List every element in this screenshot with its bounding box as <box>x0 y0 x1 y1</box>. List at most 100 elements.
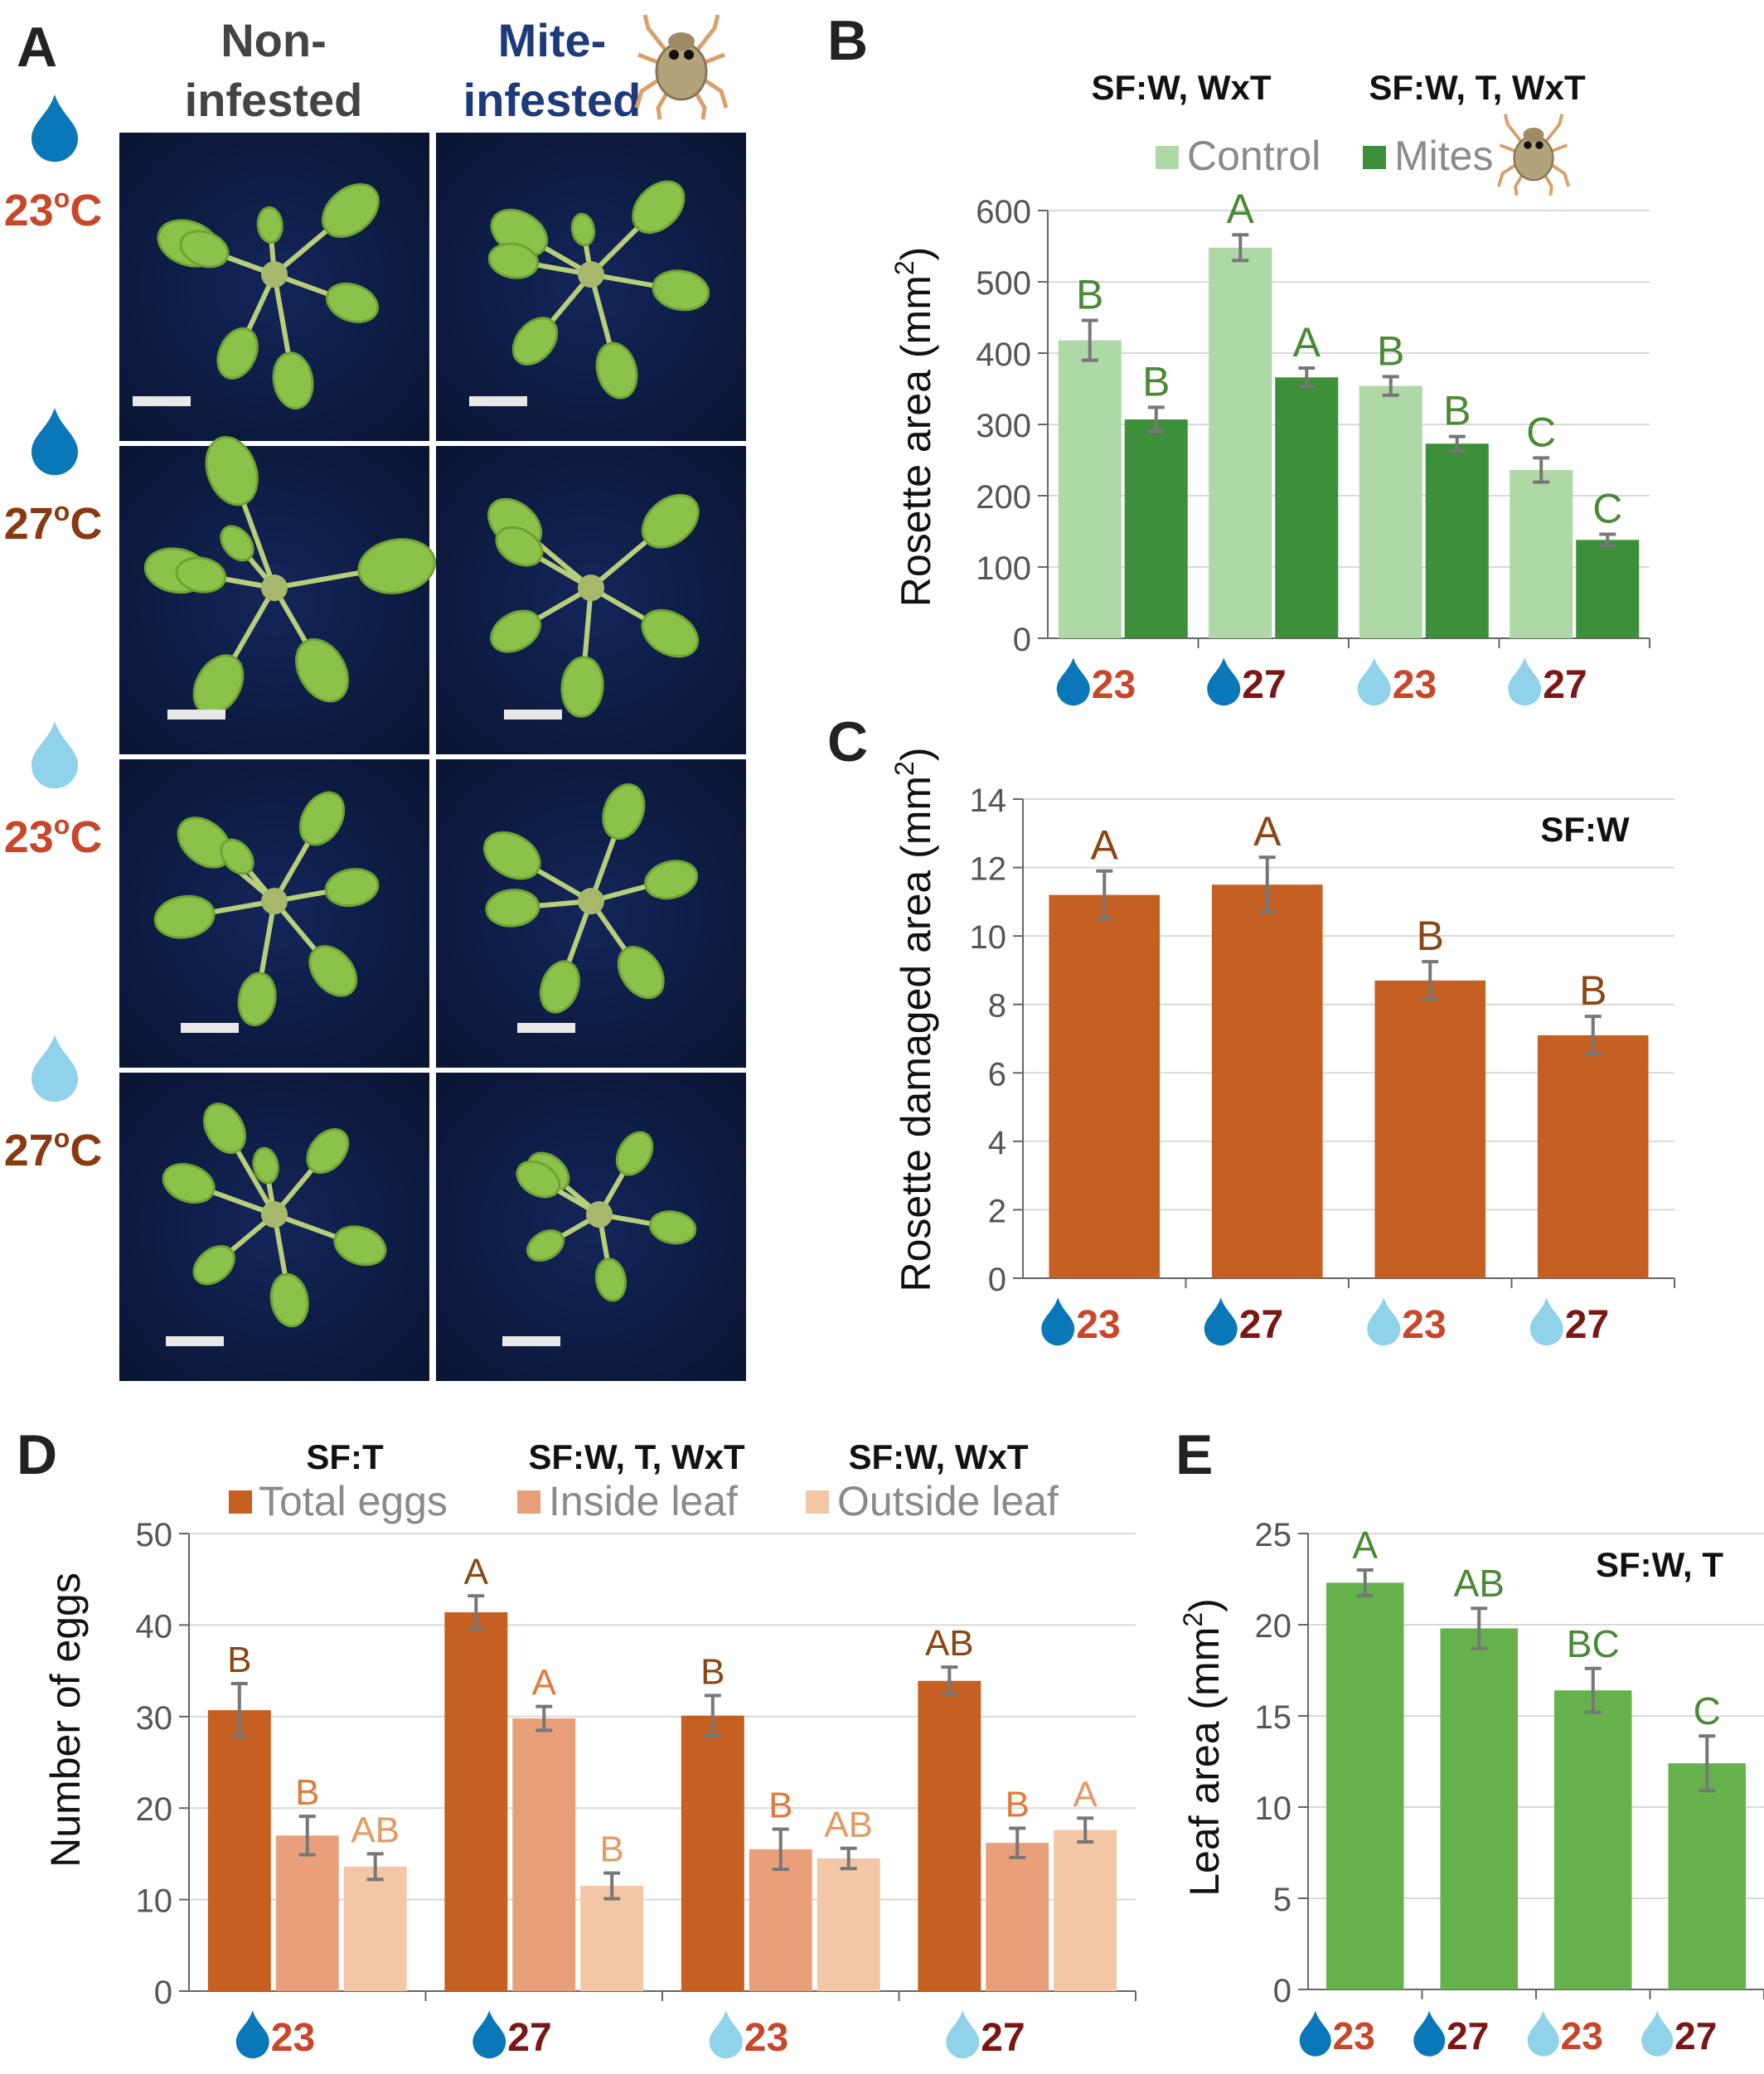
leaf <box>192 1245 235 1286</box>
significance-letter: A <box>1091 822 1119 869</box>
water-drop-dark-icon <box>1041 1297 1075 1346</box>
y-tick-label: 0 <box>1273 1973 1292 2009</box>
leaf <box>237 972 277 1027</box>
significance-letter: B <box>1076 271 1103 317</box>
x-tick-label: 23 <box>1299 2010 1375 2057</box>
rosette-center <box>261 261 288 288</box>
legend-swatch-inside-leaf <box>517 1490 540 1514</box>
y-tick-label: 400 <box>976 337 1031 373</box>
y-tick-label: 0 <box>988 1262 1006 1298</box>
x-tick-label: 27 <box>1641 2010 1717 2057</box>
x-tick-temperature: 23 <box>1076 1303 1120 1347</box>
leaf <box>641 608 700 658</box>
water-drop-dark-icon <box>1413 2010 1446 2057</box>
row-label-3: 23oC <box>4 721 102 862</box>
x-tick-temperature: 23 <box>1393 663 1437 707</box>
significance-letter: C <box>1526 409 1556 455</box>
x-tick-temperature: 23 <box>1402 1303 1446 1347</box>
panel-e: E SF:W, T Leaf area (mm2) 0 5 10 15 20 25 A 23 A… <box>1175 1423 1764 2057</box>
panel-label-b: B <box>827 9 868 72</box>
photo-2-non-infested <box>119 435 437 754</box>
scale-bar <box>504 710 562 720</box>
legend-swatch-control <box>1156 146 1179 169</box>
y-tick-label: 200 <box>976 479 1031 516</box>
row-label-2: 27oC <box>4 408 102 549</box>
x-tick-temperature: 23 <box>1333 2014 1375 2057</box>
significance-letter: AB <box>925 1623 974 1664</box>
leaf <box>490 609 541 653</box>
significance-letter: C <box>1592 485 1622 531</box>
petiole <box>240 497 277 589</box>
x-tick-label: 23 <box>1056 657 1136 707</box>
photo-3-non-infested <box>119 759 429 1068</box>
col-header-non-infested-line1: Non- <box>220 14 327 66</box>
scale-bar <box>133 396 191 406</box>
significance-letter: B <box>600 1829 624 1870</box>
bar <box>1058 340 1122 638</box>
y-tick-label: 4 <box>988 1125 1006 1161</box>
significance-letter: AB <box>824 1805 873 1845</box>
significance-letter: A <box>1227 186 1255 232</box>
x-tick-label: 27 <box>946 2010 1025 2060</box>
significance-letter: B <box>1417 913 1444 959</box>
leaf <box>652 269 710 312</box>
legend-label-total-eggs: Total eggs <box>259 1478 448 1524</box>
leaf <box>570 212 596 247</box>
rosette-center <box>578 261 604 288</box>
x-tick-label: 27 <box>1413 2010 1489 2057</box>
stats-b-2: SF:W, T, WxT <box>1369 68 1586 107</box>
bar <box>1209 247 1272 638</box>
y-tick-label: 20 <box>136 1791 173 1828</box>
bar <box>681 1715 744 1991</box>
leaf <box>615 1131 654 1176</box>
y-tick-label: 10 <box>970 919 1007 956</box>
x-tick-label: 27 <box>472 2010 552 2060</box>
bar <box>1211 884 1323 1278</box>
y-tick-label: 600 <box>976 194 1031 230</box>
bar <box>343 1866 407 1991</box>
leaf <box>308 945 358 997</box>
panel-a: A Non- infested Mite- infested 23oC 27oC 2… <box>4 14 746 1381</box>
y-tick-label: 10 <box>136 1883 173 1920</box>
bar <box>1275 377 1339 638</box>
temperature-label: 23oC <box>4 183 103 235</box>
bar <box>275 1835 339 1991</box>
bar <box>1576 540 1640 638</box>
legend-label-control: Control <box>1187 133 1321 179</box>
leaf <box>269 1272 309 1328</box>
water-drop-light-icon <box>32 721 78 789</box>
col-header-mite-infested-line2: infested <box>463 74 642 126</box>
panel-label-c: C <box>827 710 868 773</box>
leaf <box>649 1210 697 1245</box>
bar <box>1359 385 1422 638</box>
photo-1-mite-infested <box>436 133 746 441</box>
significance-letter: B <box>768 1786 792 1826</box>
bar <box>1425 443 1489 638</box>
y-tick-label: 0 <box>1013 622 1031 658</box>
leaf <box>205 435 259 506</box>
water-drop-light-icon <box>1641 2010 1674 2057</box>
leaf <box>357 538 437 594</box>
x-tick-temperature: 23 <box>1561 2014 1603 2057</box>
scale-bar <box>181 1023 239 1033</box>
significance-letter: BC <box>1567 1622 1620 1665</box>
photo-2-mite-infested <box>436 446 746 754</box>
bar <box>1440 1628 1518 1989</box>
significance-letter: AB <box>351 1810 400 1850</box>
bar <box>817 1858 880 1991</box>
water-drop-light-icon <box>946 2010 980 2059</box>
y-tick-label: 40 <box>136 1608 173 1645</box>
water-drop-dark-icon <box>1299 2010 1331 2057</box>
col-header-non-infested-line2: infested <box>185 74 363 126</box>
bar <box>1510 470 1573 638</box>
photo-4-non-infested <box>119 1073 429 1381</box>
bar <box>1049 894 1161 1278</box>
x-tick-label: 23 <box>1367 1297 1447 1347</box>
stats-d-1: SF:T <box>306 1437 384 1476</box>
leaf <box>333 1225 387 1267</box>
x-tick-temperature: 27 <box>981 2016 1025 2060</box>
y-tick-label: 5 <box>1273 1882 1292 1918</box>
leaf <box>179 230 230 269</box>
significance-letter: A <box>1073 1774 1098 1815</box>
